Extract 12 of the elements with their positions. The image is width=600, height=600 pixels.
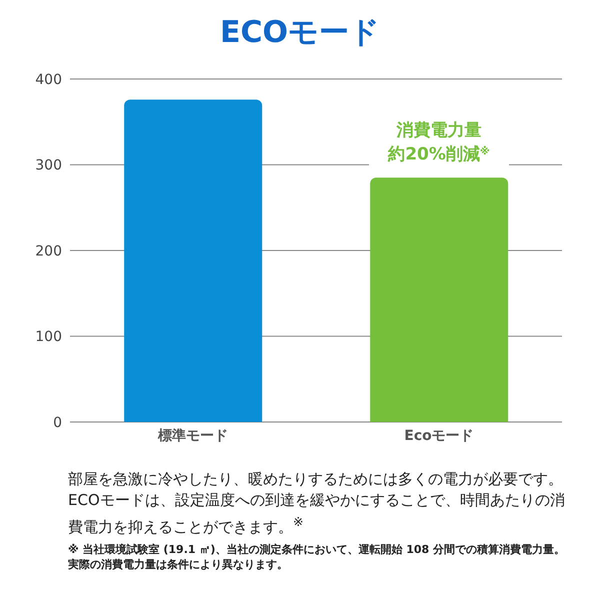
text: ※ 当社環境試験室 (19.1 ㎡)、当社の測定条件において、運転開始 108 分間での積算消費電力量。実際の消費電力量は条件により異なります。	[68, 542, 566, 572]
x-tick-label: Ecoモード	[404, 428, 474, 444]
x-tick-label: 標準モード	[157, 428, 228, 444]
chart-title: ECOモード	[218, 14, 381, 52]
y-tick-label: 100	[35, 329, 62, 346]
y-tick-label: 400	[35, 72, 62, 88]
y-tick-label: 200	[35, 243, 62, 260]
y-tick-label: 300	[35, 158, 62, 174]
y-tick-label: 0	[53, 414, 62, 431]
annotation: 消費電力量	[396, 120, 482, 141]
annotation: 約20%削減$^{※}$	[387, 144, 490, 165]
text: 部屋を急激に冷やしたり、暖めたりするためには多くの電力が必要です。ECOモードは、設定温度への到達を緩やかにすることで、時間あたりの消費電力を抑えることができます。$^{※}$	[68, 469, 566, 538]
